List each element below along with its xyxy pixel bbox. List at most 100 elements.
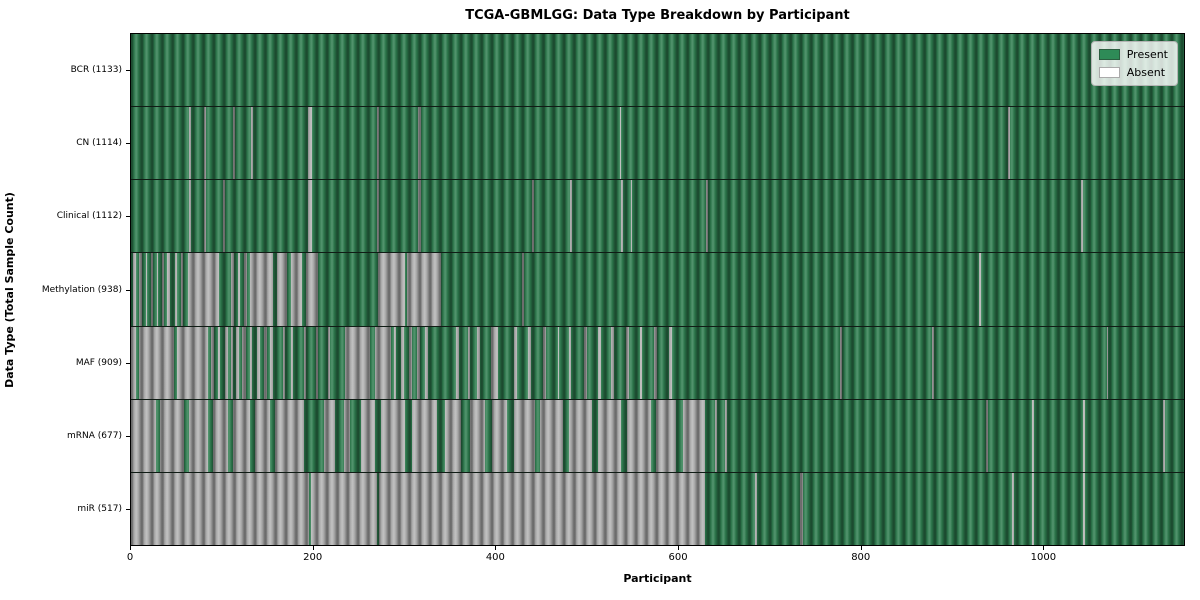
- absent-segment: [611, 326, 615, 399]
- absent-segment: [654, 326, 658, 399]
- absent-segment: [304, 326, 307, 399]
- absent-segment: [360, 399, 376, 472]
- row-clinical: [131, 180, 1184, 254]
- plot-area: [130, 33, 1185, 546]
- y-tick-label: MAF (909): [75, 357, 122, 368]
- absent-segment: [310, 472, 378, 545]
- absent-segment: [189, 107, 192, 180]
- absent-segment: [132, 253, 136, 326]
- absent-segment: [706, 180, 709, 253]
- absent-segment: [131, 472, 309, 545]
- absent-segment: [1011, 472, 1014, 545]
- x-tick-label: 1000: [1030, 552, 1057, 563]
- absent-segment: [181, 253, 183, 326]
- absent-segment: [316, 326, 318, 399]
- absent-segment: [528, 326, 532, 399]
- absent-segment: [407, 253, 441, 326]
- absent-segment: [290, 253, 303, 326]
- x-tick-label: 400: [485, 552, 505, 563]
- x-tick-mark: [1043, 546, 1045, 550]
- absent-segment: [568, 399, 593, 472]
- absent-segment: [217, 326, 221, 399]
- row-maf: [131, 326, 1184, 400]
- absent-segment: [532, 180, 534, 253]
- absent-segment: [160, 399, 184, 472]
- absent-segment: [139, 253, 142, 326]
- y-tick-mark: [126, 509, 130, 511]
- absent-segment: [1008, 107, 1010, 180]
- absent-segment: [400, 326, 404, 399]
- absent-segment: [256, 326, 260, 399]
- absent-segment: [307, 180, 312, 253]
- y-tick-label: BCR (1133): [70, 64, 122, 75]
- absent-segment: [233, 107, 235, 180]
- row-cn: [131, 107, 1184, 181]
- absent-segment: [270, 326, 274, 399]
- absent-segment: [1080, 180, 1083, 253]
- absent-segment: [540, 399, 564, 472]
- absent-segment: [1031, 472, 1034, 545]
- x-tick-mark: [860, 546, 862, 550]
- absent-segment: [683, 399, 706, 472]
- absent-segment: [378, 472, 706, 545]
- bar-texture: [131, 253, 1184, 326]
- absent-segment: [455, 326, 460, 399]
- absent-segment: [477, 326, 481, 399]
- x-tick-mark: [678, 546, 680, 550]
- absent-segment: [203, 107, 206, 180]
- absent-segment: [543, 326, 546, 399]
- x-tick-label: 600: [668, 552, 688, 563]
- absent-segment: [242, 326, 246, 399]
- y-tick-mark: [126, 436, 130, 438]
- absent-segment: [425, 326, 429, 399]
- y-tick-mark: [126, 216, 130, 218]
- absent-segment: [291, 326, 294, 399]
- absent-segment: [978, 253, 981, 326]
- absent-segment: [584, 326, 587, 399]
- absent-segment: [468, 326, 471, 399]
- absent-segment: [393, 326, 397, 399]
- absent-segment: [231, 326, 234, 399]
- absent-segment: [621, 180, 624, 253]
- absent-segment: [167, 253, 171, 326]
- absent-segment: [211, 326, 214, 399]
- absent-segment: [417, 326, 420, 399]
- absent-segment: [251, 107, 254, 180]
- row-mrna: [131, 399, 1184, 473]
- absent-segment: [1082, 472, 1085, 545]
- absent-segment: [161, 253, 164, 326]
- absent-segment: [715, 399, 718, 472]
- present-swatch-icon: [1098, 49, 1120, 60]
- absent-segment: [145, 253, 148, 326]
- absent-segment: [800, 472, 803, 545]
- absent-segment: [151, 253, 153, 326]
- chart-title: TCGA-GBMLGG: Data Type Breakdown by Part…: [465, 8, 850, 23]
- absent-segment: [568, 326, 572, 399]
- absent-segment: [411, 399, 438, 472]
- absent-segment: [244, 253, 247, 326]
- absent-segment: [597, 326, 601, 399]
- absent-segment: [276, 253, 287, 326]
- y-tick-mark: [126, 289, 130, 291]
- absent-segment: [378, 253, 405, 326]
- x-tick-label: 800: [851, 552, 871, 563]
- absent-segment: [409, 326, 412, 399]
- row-mir: [131, 472, 1184, 545]
- absent-segment: [840, 326, 843, 399]
- absent-segment: [189, 399, 208, 472]
- absent-segment: [418, 180, 421, 253]
- absent-segment: [513, 326, 517, 399]
- absent-segment: [235, 326, 239, 399]
- absent-segment: [233, 399, 250, 472]
- absent-segment: [224, 326, 228, 399]
- absent-segment: [275, 399, 305, 472]
- absent-segment: [231, 253, 235, 326]
- absent-segment: [131, 326, 136, 399]
- x-tick-mark: [312, 546, 314, 550]
- legend-entry-absent: Absent: [1098, 66, 1168, 79]
- absent-swatch-icon: [1098, 67, 1120, 78]
- absent-segment: [283, 326, 286, 399]
- absent-segment: [249, 326, 253, 399]
- absent-segment: [327, 326, 330, 399]
